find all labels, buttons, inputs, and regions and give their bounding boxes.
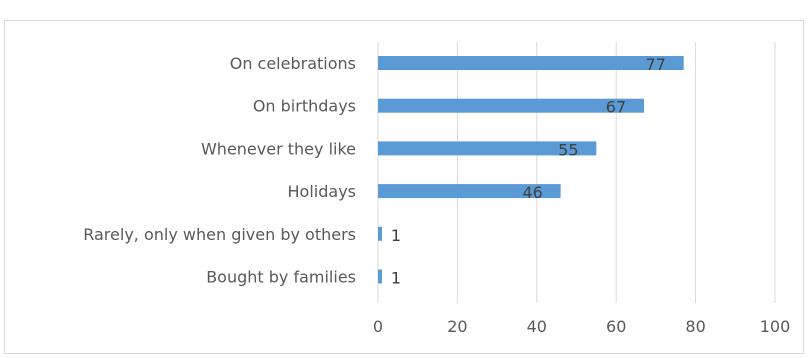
bar [378, 56, 684, 70]
category-label: On birthdays [253, 97, 356, 116]
category-label: Holidays [288, 182, 356, 201]
data-label: 67 [606, 98, 626, 117]
data-labels: 77 67 55 46 1 1 [391, 55, 666, 288]
x-tick-label: 60 [606, 317, 626, 336]
x-tick-label: 40 [527, 317, 547, 336]
category-label: Whenever they like [201, 139, 356, 158]
bar [378, 98, 644, 113]
data-label: 1 [391, 226, 401, 245]
bar [378, 269, 382, 284]
x-tick-labels: 0 20 40 60 80 100 [373, 317, 790, 336]
category-label: Bought by families [206, 268, 356, 287]
data-label: 77 [646, 55, 666, 74]
bar [378, 141, 597, 156]
x-tick-label: 100 [760, 317, 791, 336]
x-tick-label: 80 [685, 317, 705, 336]
x-tick-label: 0 [373, 317, 383, 336]
bar [378, 226, 382, 241]
bars [378, 56, 684, 284]
category-labels: On celebrations On birthdays Whenever they… [83, 54, 356, 287]
data-label: 46 [522, 183, 542, 202]
category-label: Rarely, only when given by others [83, 225, 356, 244]
category-label: On celebrations [230, 54, 356, 73]
gridlines [377, 42, 776, 303]
x-tick-label: 20 [447, 317, 467, 336]
bar [378, 184, 561, 199]
data-label: 55 [558, 140, 578, 159]
data-label: 1 [391, 269, 401, 288]
